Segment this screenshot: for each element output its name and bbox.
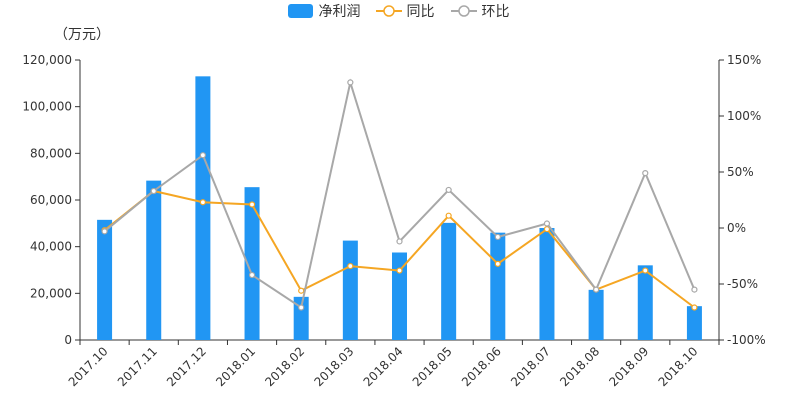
- bar-net-profit: [686, 306, 702, 340]
- point-yoy: [248, 201, 256, 208]
- legend-label-yoy: 同比: [406, 4, 435, 20]
- bar-net-profit: [342, 240, 358, 340]
- bar-net-profit: [539, 228, 555, 340]
- x-tick-label: 2018.04: [361, 344, 406, 389]
- point-mom: [150, 187, 157, 195]
- right-y-tick-label: 50%: [727, 165, 754, 179]
- bar-net-profit: [244, 187, 260, 340]
- right-y-tick-label: 0%: [727, 221, 746, 235]
- chart-legend: 净利润 同比 环比: [0, 1, 800, 23]
- point-mom: [396, 238, 403, 245]
- right-y-tick-label: -50%: [727, 277, 758, 291]
- x-tick-label: 2018.05: [410, 344, 455, 389]
- left-y-tick-label: 0: [64, 333, 72, 347]
- x-tick-label: 2018.02: [262, 344, 307, 389]
- left-y-tick-label: 60,000: [30, 193, 72, 207]
- legend-swatch-net-profit: [288, 4, 313, 18]
- right-y-tick-label: 100%: [727, 109, 761, 123]
- left-y-tick-label: 80,000: [30, 146, 72, 160]
- point-mom: [445, 186, 452, 194]
- point-yoy: [298, 287, 305, 294]
- x-tick-label: 2018.08: [557, 344, 602, 389]
- legend-label-mom: 环比: [481, 4, 510, 20]
- x-tick-label: 2017.12: [164, 344, 209, 389]
- point-mom: [593, 286, 600, 293]
- left-y-tick-label: 100,000: [22, 100, 72, 114]
- left-y-tick-label: 40,000: [30, 240, 72, 254]
- point-mom: [101, 228, 108, 235]
- legend-item-net-profit[interactable]: 净利润: [288, 2, 360, 22]
- bar-net-profit: [293, 296, 309, 340]
- x-tick-label: 2018.03: [311, 344, 356, 389]
- point-yoy: [691, 304, 698, 311]
- x-tick-label: 2017.11: [115, 344, 160, 389]
- point-yoy: [494, 260, 501, 267]
- axes-layer: 0 20,000 40,000 60,000 80,000 100,000 120,000 -…: [22, 53, 765, 347]
- left-y-tick-label: 20,000: [30, 286, 72, 300]
- point-mom: [347, 79, 354, 86]
- bar-net-profit: [97, 219, 113, 340]
- point-mom: [298, 304, 305, 311]
- bar-net-profit: [588, 289, 604, 340]
- x-tick-label: 2018.06: [459, 344, 504, 389]
- y-axis-unit-label: （万元）: [54, 27, 110, 43]
- x-tick-label: 2018.09: [606, 344, 651, 389]
- legend-item-yoy[interactable]: 同比: [376, 2, 434, 22]
- bar-net-profit: [392, 252, 407, 340]
- bar-net-profit: [637, 265, 653, 340]
- point-mom: [248, 271, 256, 279]
- x-tick-label: 2018.01: [213, 344, 258, 389]
- legend-swatch-yoy: [376, 5, 402, 17]
- left-y-tick-label: 120,000: [22, 53, 72, 67]
- point-mom: [691, 286, 698, 293]
- point-yoy: [347, 262, 354, 270]
- bar-net-profit: [490, 232, 506, 340]
- bar-net-profit: [195, 76, 211, 340]
- x-tick-labels-layer: 2017.10 2017.11 2017.12 2018.01 2018.02 2018.…: [66, 344, 701, 389]
- lines-layer: [101, 78, 698, 311]
- legend-swatch-mom: [451, 5, 477, 17]
- point-mom: [642, 170, 649, 177]
- point-mom: [494, 233, 501, 241]
- point-mom: [199, 152, 206, 159]
- x-tick-label: 2017.10: [66, 344, 111, 389]
- point-yoy: [445, 212, 452, 219]
- right-y-tick-label: -100%: [727, 333, 766, 347]
- point-mom: [543, 220, 551, 227]
- point-yoy: [199, 199, 206, 206]
- bars-layer: [97, 76, 702, 340]
- x-tick-label: 2018.07: [508, 344, 553, 389]
- x-tick-label: 2018.10: [656, 344, 701, 389]
- right-y-tick-label: 150%: [727, 53, 761, 67]
- bar-net-profit: [441, 222, 457, 340]
- legend-label-net-profit: 净利润: [318, 4, 361, 20]
- point-yoy: [642, 267, 649, 274]
- legend-item-mom[interactable]: 环比: [451, 2, 509, 22]
- bar-net-profit: [146, 180, 162, 340]
- point-yoy: [396, 267, 403, 274]
